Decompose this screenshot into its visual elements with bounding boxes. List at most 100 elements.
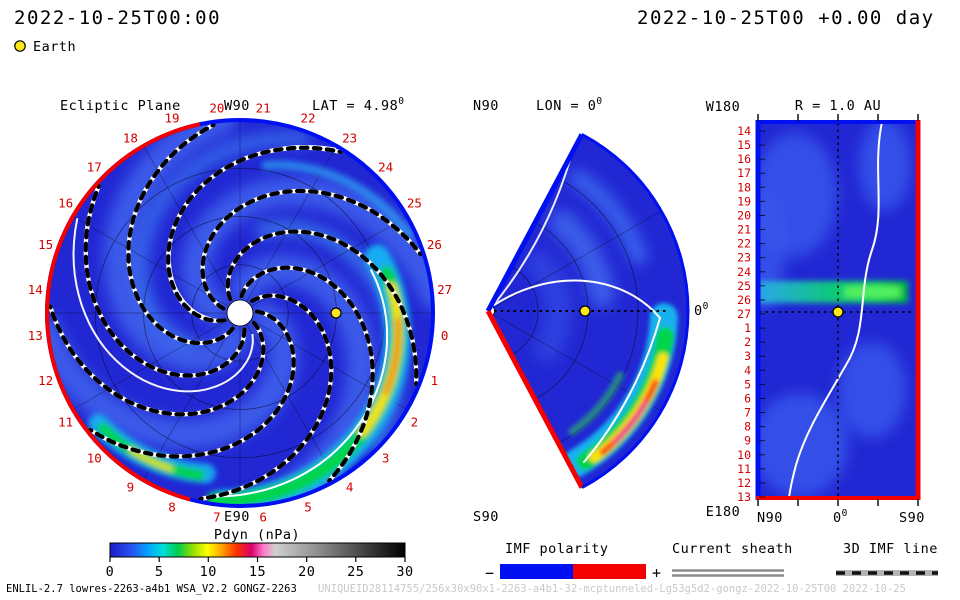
east-value: 0 xyxy=(694,303,703,319)
day-label: 23 xyxy=(737,251,751,265)
radial-axis-ticks xyxy=(757,114,919,506)
day-label: 8 xyxy=(168,499,176,514)
imf-line xyxy=(166,145,343,323)
earth-legend-icon xyxy=(14,40,26,52)
grid-arc xyxy=(511,266,539,356)
day-label: 26 xyxy=(737,293,751,307)
outer-arc xyxy=(581,133,690,489)
current-sheet-line xyxy=(493,279,662,463)
imf-positive-edge xyxy=(485,133,585,313)
imf-line xyxy=(83,183,247,378)
day-label: 1 xyxy=(744,321,751,335)
grid-spoke xyxy=(73,216,229,307)
meridian-east-label: 00 xyxy=(694,301,709,319)
colorbar-tick-label: 20 xyxy=(298,564,315,580)
day-label: 4 xyxy=(744,363,751,377)
meridian-lon-label: LON = 00 xyxy=(536,96,603,114)
day-label: 25 xyxy=(407,195,422,210)
earth-marker xyxy=(330,307,342,319)
radial-day-labels: 1415161718192021222324252627123456789101… xyxy=(737,124,751,504)
pressure-band-group xyxy=(759,281,908,303)
solar-wind-arm xyxy=(47,302,299,450)
colorbar-tick-label: 15 xyxy=(249,564,266,580)
pressure-patch xyxy=(759,190,785,310)
day-label: 14 xyxy=(28,282,43,297)
stream-band xyxy=(129,448,173,471)
colorbar-tick-label: 25 xyxy=(347,564,364,580)
legend-imf-line: 3D IMF line xyxy=(836,541,938,576)
imf-negative-rim xyxy=(45,122,201,502)
day-label: 20 xyxy=(737,209,751,223)
radial-axis-zero: 00 xyxy=(833,508,848,526)
day-label: 7 xyxy=(213,510,221,525)
earth-legend-label: Earth xyxy=(33,39,76,55)
day-label: 16 xyxy=(58,195,73,210)
grid-spoke xyxy=(488,210,662,312)
imf-line xyxy=(239,265,375,483)
day-label: 27 xyxy=(737,307,751,321)
day-label: 12 xyxy=(38,373,53,388)
run-info: ENLIL-2.7 lowres-2263-a4b1 WSA_V2.2 GONG… xyxy=(6,583,297,595)
day-label: 5 xyxy=(744,377,751,391)
day-label: 21 xyxy=(737,223,751,237)
day-label: 24 xyxy=(737,265,751,279)
legend-current-sheath: Current sheath xyxy=(672,541,792,577)
day-label: 0 xyxy=(441,328,449,343)
imf-polarity-title: IMF polarity xyxy=(505,541,609,557)
colorbar: Pdyn (nPa) 0 5 10 15 20 25 30 xyxy=(106,527,413,580)
radial-strip-plot: R = 1.0 AU W180 E180 1415161718192021222… xyxy=(706,98,925,526)
day-label: 18 xyxy=(123,131,138,146)
colorbar-tick-label: 5 xyxy=(155,564,164,580)
day-label: 22 xyxy=(300,111,315,126)
solar-wind-arm xyxy=(103,120,251,372)
meridian-plot: N90 LON = 00 00 S90 xyxy=(473,96,709,525)
day-label: 10 xyxy=(737,448,751,462)
imf-line xyxy=(48,304,266,417)
day-label: 2 xyxy=(744,335,751,349)
day-label: 26 xyxy=(427,237,442,252)
radial-axis-n90: N90 xyxy=(757,510,783,526)
watermark: UNIQUEID28114755/256x30x90x1-2263-a4b1-3… xyxy=(318,583,906,595)
radial-west-label: W180 xyxy=(706,99,741,115)
day-label: 1 xyxy=(431,373,439,388)
day-label: 3 xyxy=(382,451,390,466)
day-label: 19 xyxy=(164,111,179,126)
stream-band xyxy=(526,250,572,363)
degree-sup: 0 xyxy=(398,96,404,107)
meridian-north-label: N90 xyxy=(473,98,499,114)
day-label: 7 xyxy=(744,406,751,420)
day-label: 5 xyxy=(304,499,312,514)
current-sheet-line xyxy=(788,123,883,497)
day-label: 16 xyxy=(737,152,751,166)
imf-negative-edge xyxy=(485,309,585,489)
day-label: 3 xyxy=(744,349,751,363)
lat-value: LAT = 4.98 xyxy=(312,98,398,114)
day-label: 17 xyxy=(87,159,102,174)
day-label: 10 xyxy=(87,451,102,466)
radial-east-label: E180 xyxy=(706,504,741,520)
timestamp-current: 2022-10-25T00 +0.00 day xyxy=(637,7,935,29)
degree-sup: 0 xyxy=(596,96,602,107)
day-label: 25 xyxy=(737,279,751,293)
stream-band xyxy=(568,169,648,266)
ecliptic-disk xyxy=(47,120,433,506)
ecliptic-plot: Ecliptic Plane W90 LAT = 4.980 E90 01234… xyxy=(28,96,452,525)
lon-value: LON = 0 xyxy=(536,98,596,114)
day-label: 23 xyxy=(342,131,357,146)
day-label: 9 xyxy=(744,434,751,448)
pressure-band xyxy=(759,281,908,303)
day-label: 11 xyxy=(58,415,73,430)
imf-line xyxy=(225,229,419,387)
imf-positive-swatch xyxy=(573,564,646,579)
stream-band xyxy=(261,160,414,239)
radial-axis-s90: S90 xyxy=(899,510,925,526)
colorbar-gradient xyxy=(109,542,406,558)
timestamp-start: 2022-10-25T00:00 xyxy=(14,7,221,29)
colorbar-tick-label: 0 xyxy=(106,564,115,580)
imf-minus-label: − xyxy=(485,564,494,582)
current-sheet-line xyxy=(72,218,254,393)
day-label: 13 xyxy=(737,490,751,504)
day-label: 14 xyxy=(737,124,751,138)
day-label: 19 xyxy=(737,194,751,208)
degree-sup: 0 xyxy=(703,301,709,312)
